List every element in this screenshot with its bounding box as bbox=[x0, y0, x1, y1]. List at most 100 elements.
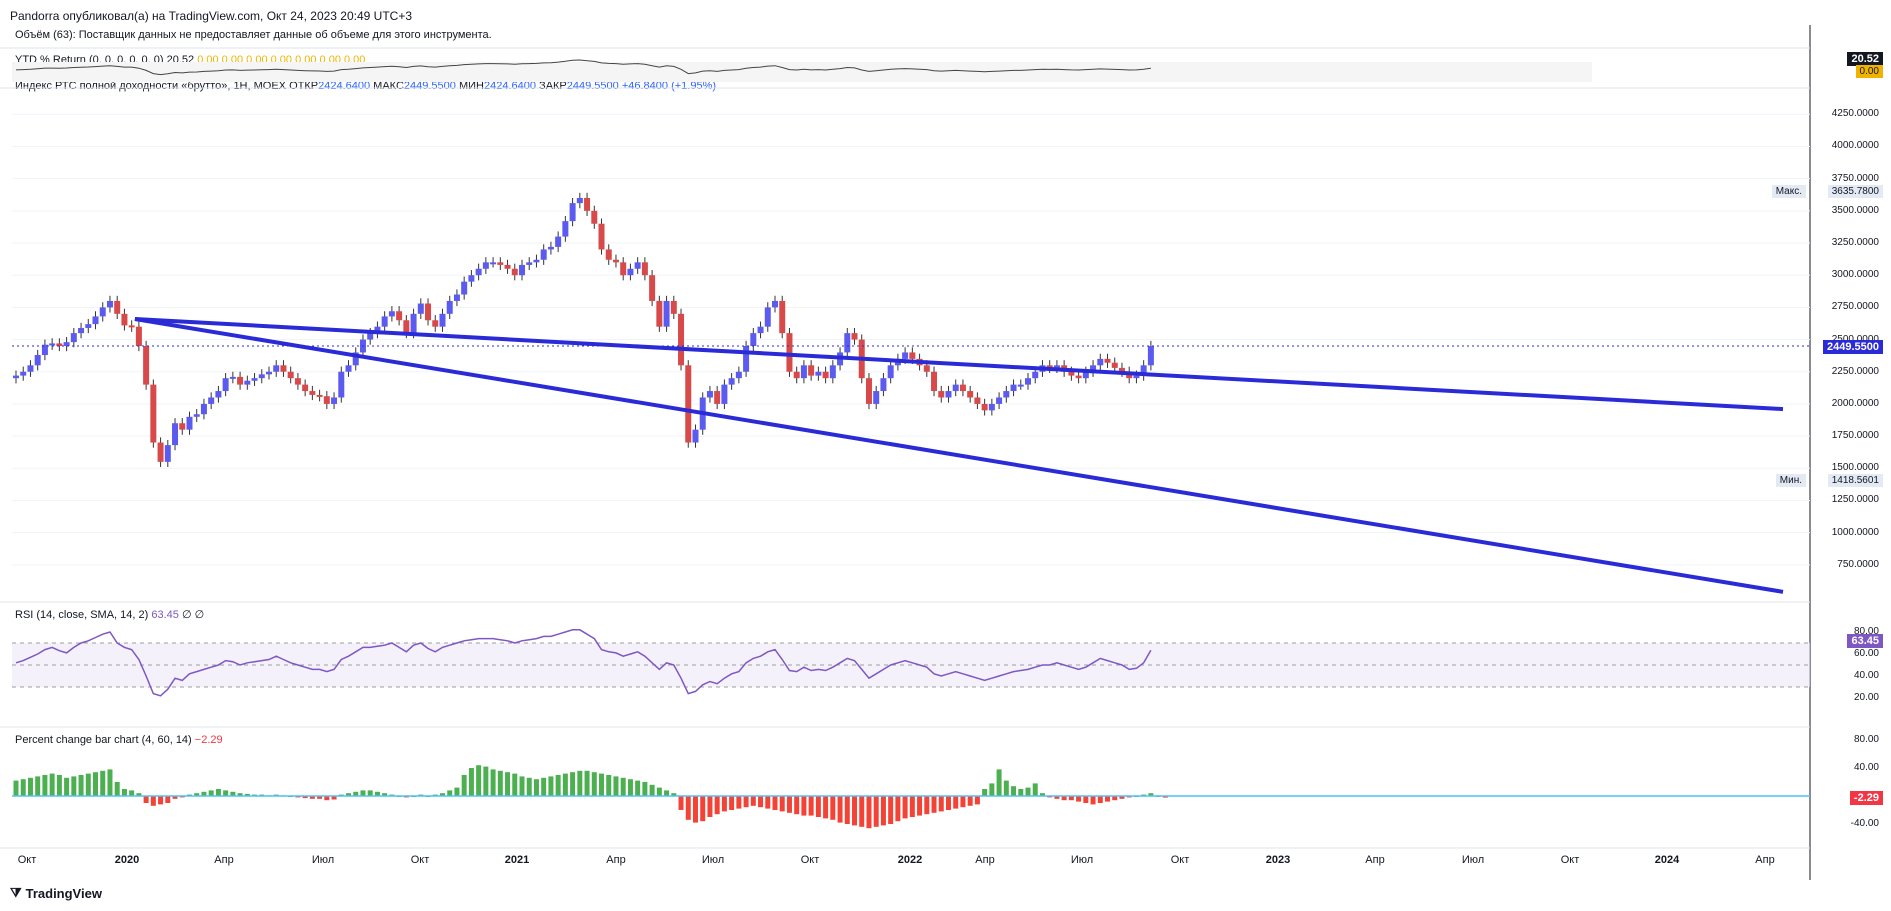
pct-bar bbox=[215, 789, 221, 796]
pct-axis-label: 80.00 bbox=[1853, 734, 1879, 745]
pct-bar bbox=[35, 776, 41, 796]
candle-body bbox=[728, 378, 735, 385]
pct-bar bbox=[1054, 796, 1060, 799]
pct-bar bbox=[1090, 796, 1096, 805]
candle-body bbox=[526, 262, 533, 265]
candle-body bbox=[641, 262, 648, 276]
pct-bar bbox=[461, 775, 467, 796]
pct-bar bbox=[656, 787, 662, 796]
candle-body bbox=[143, 346, 150, 385]
time-axis-label: Окт bbox=[1560, 854, 1580, 866]
pct-bar bbox=[678, 796, 684, 810]
time-axis-label: 2020 bbox=[114, 854, 140, 866]
candle-body bbox=[598, 223, 605, 250]
candle-body bbox=[1032, 371, 1039, 379]
pct-bar bbox=[454, 787, 460, 796]
candle-body bbox=[309, 391, 316, 395]
pct-bar bbox=[505, 772, 511, 796]
pct-bar bbox=[85, 773, 91, 796]
price-axis-label: 3500.0000 bbox=[1831, 204, 1879, 216]
pct-legend[interactable]: Percent change bar chart (4, 60, 14) −2.… bbox=[15, 734, 223, 746]
candle-body bbox=[482, 262, 489, 269]
candle-body bbox=[121, 313, 128, 326]
pct-bar bbox=[1162, 796, 1168, 798]
pct-bar bbox=[1119, 796, 1125, 799]
time-axis-label: Июл bbox=[1461, 854, 1485, 866]
pct-bar bbox=[591, 772, 597, 796]
pct-bar bbox=[129, 790, 135, 796]
candle-body bbox=[497, 262, 504, 265]
candle-body bbox=[258, 374, 265, 379]
candle-body bbox=[1133, 375, 1140, 379]
candle-body bbox=[179, 423, 186, 430]
footer-brand[interactable]: ⧩ TradingView bbox=[10, 885, 102, 901]
candle-body bbox=[1082, 371, 1089, 379]
pct-bar bbox=[945, 796, 951, 810]
candle-body bbox=[612, 259, 619, 263]
pct-bar bbox=[150, 796, 156, 806]
pct-bar bbox=[367, 790, 373, 796]
time-axis-label: Окт bbox=[410, 854, 430, 866]
pct-bar bbox=[729, 796, 735, 810]
pct-bar bbox=[606, 775, 612, 796]
candle-body bbox=[27, 365, 34, 372]
pct-bar bbox=[346, 793, 352, 796]
candle-body bbox=[620, 262, 627, 276]
candle-body bbox=[63, 342, 70, 346]
pct-bar bbox=[302, 796, 308, 799]
candle-body bbox=[649, 275, 656, 301]
pct-bar bbox=[750, 796, 756, 806]
candle-body bbox=[584, 197, 591, 211]
price-axis-label: 1750.0000 bbox=[1831, 430, 1879, 442]
candle-body bbox=[706, 391, 713, 398]
candle-body bbox=[692, 429, 699, 443]
pct-bar bbox=[649, 784, 655, 796]
pct-bar bbox=[1039, 793, 1045, 796]
pct-bar bbox=[223, 790, 229, 796]
pct-bar bbox=[642, 782, 648, 796]
candle-body bbox=[808, 365, 815, 376]
pct-bar bbox=[909, 796, 915, 817]
pct-axis-label: -40.00 bbox=[1850, 818, 1879, 829]
candle-body bbox=[764, 307, 771, 327]
pct-bar bbox=[931, 796, 937, 813]
pct-bar bbox=[1032, 783, 1038, 796]
ytd-pane-bg bbox=[12, 62, 1592, 82]
pct-bar bbox=[114, 782, 120, 796]
candle-body bbox=[1097, 358, 1104, 366]
candle-body bbox=[656, 300, 663, 327]
candle-body bbox=[547, 246, 554, 250]
pct-bar bbox=[1018, 789, 1024, 796]
price-axis-label: 3250.0000 bbox=[1831, 237, 1879, 249]
candle-body bbox=[931, 371, 938, 392]
pct-bar bbox=[447, 790, 453, 796]
pct-bar bbox=[490, 769, 496, 796]
trend-line bbox=[134, 316, 1784, 594]
pct-bar bbox=[353, 791, 359, 796]
time-axis-label: Июл bbox=[311, 854, 335, 866]
candle-body bbox=[1010, 384, 1017, 392]
candle-body bbox=[468, 275, 475, 282]
pct-bar bbox=[570, 772, 576, 796]
price-axis-label: 3750.0000 bbox=[1831, 172, 1879, 184]
ytd-zero-tag: 0.00 bbox=[1855, 65, 1883, 78]
pct-bar bbox=[1003, 780, 1009, 796]
price-axis-label: 3000.0000 bbox=[1831, 269, 1879, 281]
candle-body bbox=[670, 300, 677, 314]
pct-axis-label: 40.00 bbox=[1853, 762, 1879, 773]
candle-body bbox=[540, 249, 547, 260]
pct-bar bbox=[960, 796, 966, 808]
instrument-legend[interactable]: Индекс РТС полной доходности «брутто», 1… bbox=[15, 80, 716, 92]
rsi-legend[interactable]: RSI (14, close, SMA, 14, 2) 63.45 ∅ ∅ bbox=[15, 608, 204, 621]
pct-bar bbox=[815, 796, 821, 817]
candle-body bbox=[432, 320, 439, 327]
rsi-tag: 63.45 bbox=[1847, 634, 1883, 648]
min-value: 1418.5601 bbox=[1827, 474, 1883, 487]
time-axis-label: Окт bbox=[800, 854, 820, 866]
candle-body bbox=[49, 343, 56, 346]
candle-body bbox=[938, 391, 945, 398]
candle-body bbox=[533, 259, 540, 263]
candle-body bbox=[772, 300, 778, 308]
candle-body bbox=[34, 355, 41, 366]
